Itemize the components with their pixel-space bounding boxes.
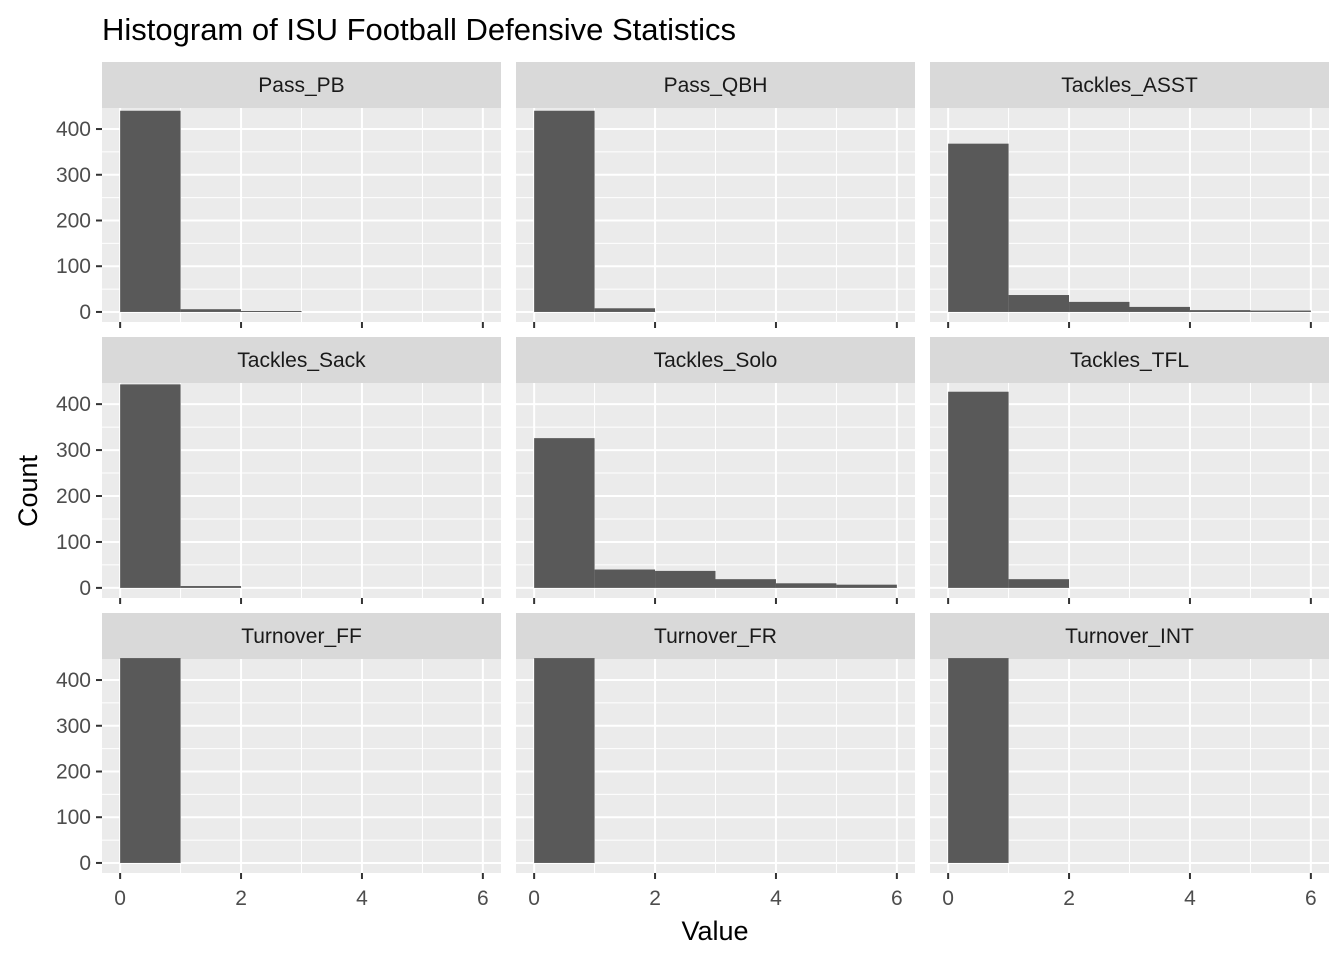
x-tick-label: 4 bbox=[356, 887, 368, 910]
x-tick-label: 0 bbox=[114, 887, 126, 910]
facet-strip-label: Pass_QBH bbox=[664, 74, 768, 97]
facet-panel: Tackles_Sack 0 100 200 300 400 bbox=[56, 337, 501, 604]
y-tick-label: 100 bbox=[56, 531, 91, 554]
y-tick-label: 200 bbox=[56, 760, 91, 783]
histogram-bar bbox=[836, 584, 897, 588]
facet-strip-label: Turnover_FR bbox=[654, 625, 777, 648]
facet-strip bbox=[930, 337, 1329, 383]
facet-strip bbox=[930, 613, 1329, 659]
x-tick-label: 6 bbox=[1305, 887, 1317, 910]
histogram-bar bbox=[655, 570, 716, 588]
histogram-bar bbox=[1008, 295, 1070, 312]
facet-strip-label: Turnover_FF bbox=[241, 625, 362, 648]
facet-panel: Turnover_INT 0 2 4 6 bbox=[930, 613, 1329, 910]
y-tick-label: 400 bbox=[56, 393, 91, 416]
x-tick-label: 6 bbox=[891, 887, 903, 910]
facet-panel: Turnover_FF 0 100 200 300 400 0 2 4 6 bbox=[56, 613, 501, 910]
facet-strip-label: Turnover_INT bbox=[1065, 625, 1194, 648]
histogram-bar bbox=[534, 658, 595, 863]
y-tick-label: 0 bbox=[79, 852, 91, 875]
histogram-bar bbox=[534, 438, 595, 588]
facet-strip-label: Pass_PB bbox=[258, 74, 344, 97]
facet-panel: Tackles_TFL bbox=[930, 337, 1329, 604]
facet-panel: Pass_PB 0 100 200 300 400 bbox=[56, 62, 501, 328]
y-tick-label: 400 bbox=[56, 118, 91, 141]
y-tick-label: 300 bbox=[56, 439, 91, 462]
facet-strip-label: Tackles_TFL bbox=[1070, 349, 1189, 372]
histogram-bar bbox=[120, 384, 181, 588]
histogram-bar bbox=[948, 658, 1009, 863]
chart-title: Histogram of ISU Football Defensive Stat… bbox=[102, 12, 736, 47]
x-tick-label: 2 bbox=[235, 887, 247, 910]
x-tick-label: 6 bbox=[477, 887, 489, 910]
histogram-bar bbox=[948, 391, 1009, 588]
y-tick-label: 0 bbox=[79, 301, 91, 324]
x-tick-label: 0 bbox=[942, 887, 954, 910]
facet-panel: Turnover_FR 0 2 4 6 bbox=[516, 613, 915, 910]
facet-strip bbox=[102, 337, 501, 383]
y-tick-label: 0 bbox=[79, 577, 91, 600]
y-tick-label: 400 bbox=[56, 669, 91, 692]
facet-strip-label: Tackles_ASST bbox=[1061, 74, 1198, 97]
histogram-bar bbox=[715, 579, 776, 588]
y-tick-label: 300 bbox=[56, 715, 91, 738]
x-axis-title: Value bbox=[681, 916, 748, 946]
histogram-bar bbox=[1129, 306, 1190, 312]
x-tick-label: 0 bbox=[528, 887, 540, 910]
facet-panel: Pass_QBH bbox=[516, 62, 915, 328]
histogram-bar bbox=[534, 110, 595, 312]
histogram-bar bbox=[180, 309, 242, 312]
facet-strip bbox=[102, 62, 501, 108]
histogram-bar bbox=[1069, 301, 1130, 312]
histogram-bar bbox=[1250, 310, 1311, 312]
histogram-bar bbox=[594, 308, 656, 312]
histogram-bar bbox=[120, 110, 181, 312]
facet-strip bbox=[516, 337, 915, 383]
facet-strip bbox=[516, 613, 915, 659]
y-tick-label: 300 bbox=[56, 164, 91, 187]
facet-strip-label: Tackles_Sack bbox=[237, 349, 366, 372]
y-axis-title: Count bbox=[13, 454, 43, 527]
facet-panel: Tackles_Solo bbox=[516, 337, 915, 604]
histogram-bar bbox=[948, 143, 1009, 312]
facet-panel: Tackles_ASST bbox=[930, 62, 1329, 328]
facet-strip-label: Tackles_Solo bbox=[654, 349, 778, 372]
y-tick-label: 100 bbox=[56, 255, 91, 278]
facet-strip bbox=[102, 613, 501, 659]
histogram-bar bbox=[594, 569, 656, 588]
facet-strip bbox=[930, 62, 1329, 108]
histogram-bar bbox=[120, 658, 181, 863]
facet-strip bbox=[516, 62, 915, 108]
histogram-bar bbox=[241, 311, 302, 313]
x-tick-label: 4 bbox=[1184, 887, 1196, 910]
histogram-bar bbox=[1008, 579, 1070, 588]
y-tick-label: 100 bbox=[56, 806, 91, 829]
x-tick-label: 2 bbox=[649, 887, 661, 910]
histogram-bar bbox=[180, 586, 242, 588]
histogram-bar bbox=[775, 583, 837, 588]
y-tick-label: 200 bbox=[56, 209, 91, 232]
x-tick-label: 4 bbox=[770, 887, 782, 910]
x-tick-label: 2 bbox=[1063, 887, 1075, 910]
histogram-bar bbox=[1189, 310, 1251, 312]
y-tick-label: 200 bbox=[56, 485, 91, 508]
